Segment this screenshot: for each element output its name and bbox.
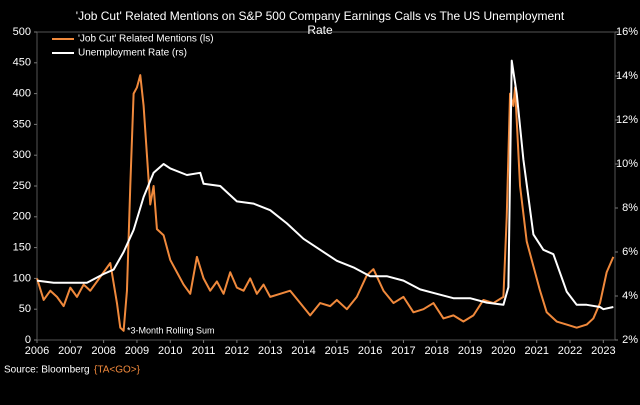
x-tick-label: 2023 (591, 345, 615, 357)
y-tick-label: 450 (13, 57, 31, 69)
x-tick-label: 2006 (25, 345, 49, 357)
y-tick-label: 200 (13, 211, 31, 223)
line-series (36, 59, 614, 311)
y2-tick-label: 4% (622, 290, 638, 302)
y-tick-label: 400 (13, 88, 31, 100)
y-tick-label: 350 (13, 118, 31, 130)
x-tick-label: 2017 (391, 345, 415, 357)
x-tick-label: 2008 (91, 345, 115, 357)
annotation: *3-Month Rolling Sum (127, 325, 215, 335)
y2-tick-label: 6% (622, 246, 638, 258)
y2-tick-label: 12% (616, 114, 638, 126)
x-tick-label: 2021 (524, 345, 548, 357)
y-tick-label: 50 (19, 303, 31, 315)
y2-tick-label: 10% (616, 158, 638, 170)
source-code: {TA<GO>} (94, 365, 141, 376)
x-tick-label: 2014 (291, 345, 315, 357)
source: Source: Bloomberg (4, 365, 90, 376)
x-tick-label: 2018 (425, 345, 449, 357)
y2-tick-label: 8% (622, 202, 638, 214)
x-tick-label: 2013 (258, 345, 282, 357)
chart-title: 'Job Cut' Related Mentions on S&P 500 Co… (75, 9, 565, 37)
line-series (36, 74, 615, 332)
y-tick-label: 150 (13, 242, 31, 254)
x-tick-label: 2020 (491, 345, 515, 357)
x-tick-label: 2022 (558, 345, 582, 357)
y-tick-label: 250 (13, 180, 31, 192)
legend-label: 'Job Cut' Related Mentions (ls) (78, 34, 214, 45)
x-tick-label: 2009 (125, 345, 149, 357)
x-tick-label: 2007 (58, 345, 82, 357)
y-tick-label: 300 (13, 149, 31, 161)
x-tick-label: 2010 (158, 345, 182, 357)
y-tick-label: 500 (13, 26, 31, 38)
legend-label: Unemployment Rate (rs) (78, 48, 187, 59)
x-tick-label: 2012 (225, 345, 249, 357)
x-tick-label: 2016 (358, 345, 382, 357)
x-tick-label: 2011 (192, 345, 216, 357)
y2-tick-label: 14% (616, 70, 638, 82)
y-tick-label: 100 (13, 272, 31, 284)
y2-tick-label: 16% (616, 26, 638, 38)
x-tick-label: 2015 (325, 345, 349, 357)
y-tick-label: 0 (25, 334, 31, 346)
y2-tick-label: 2% (622, 334, 638, 346)
plot-frame (36, 31, 616, 341)
x-tick-label: 2019 (458, 345, 482, 357)
